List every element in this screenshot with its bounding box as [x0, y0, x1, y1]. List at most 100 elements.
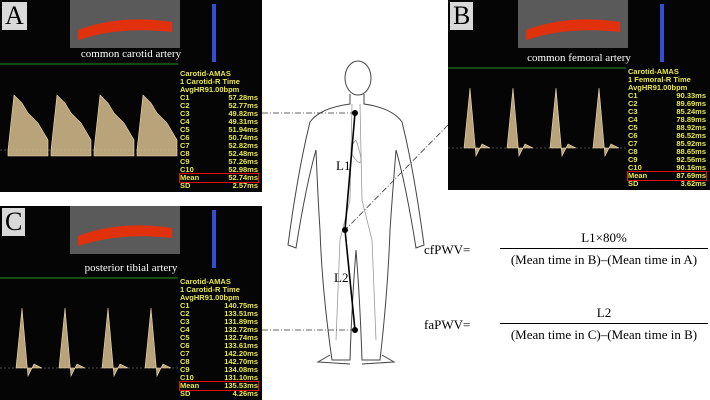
row-value: 140.75ms	[224, 301, 258, 310]
table-row: 1 Carotid-R Time	[180, 286, 258, 294]
row-value: 88.92ms	[676, 123, 706, 132]
row-label: SD	[180, 389, 191, 398]
row-label: C2	[180, 309, 190, 318]
row-label: C7	[628, 139, 638, 148]
color-bar	[212, 210, 216, 268]
table-row: C2 89.69ms	[628, 100, 706, 108]
row-label: Mean	[628, 171, 648, 180]
table-row: C1 140.75ms	[180, 302, 258, 310]
vessels	[335, 103, 377, 341]
header-text: 1 Femoral-R Time	[628, 75, 691, 84]
row-value: 131.10ms	[224, 373, 258, 382]
table-row: AvgHR91.00bpm	[180, 294, 258, 302]
l2-label: L2	[334, 270, 348, 285]
numerator: L2	[596, 305, 612, 320]
table-row: AvgHR91.00bpm	[180, 86, 258, 94]
formula-fraction: L1×80% (Mean time in B)–(Mean time in A)	[500, 230, 708, 268]
row-value: 49.82ms	[228, 109, 258, 118]
formula-fraction: L2 (Mean time in C)–(Mean time in B)	[500, 305, 708, 343]
row-value: 2.57ms	[232, 181, 258, 190]
row-label: Mean	[180, 381, 200, 390]
table-row: Mean 52.74ms	[179, 173, 259, 183]
table-row: SD 3.62ms	[628, 180, 706, 188]
table-row: C7 52.82ms	[180, 142, 258, 150]
guide-lines	[262, 112, 449, 331]
row-value: 133.61ms	[224, 341, 258, 350]
table-row: C5 132.74ms	[180, 334, 258, 342]
waveform	[463, 87, 620, 158]
table-row: Mean 87.69ms	[627, 171, 707, 181]
row-value: 57.28ms	[228, 93, 258, 102]
table-row: C10 52.98ms	[180, 166, 258, 174]
row-label: C5	[180, 333, 190, 342]
measurement-table: Carotid-AMAS 1 Femoral-R Time AvgHR91.00bp…	[627, 68, 707, 188]
point	[352, 110, 358, 116]
row-value: 52.82ms	[228, 141, 258, 150]
row-value: 90.16ms	[676, 163, 706, 172]
row-label: C3	[628, 107, 638, 116]
panel-letter: B	[450, 2, 474, 30]
table-row: Mean 135.53ms	[179, 381, 259, 391]
row-value: 49.31ms	[228, 117, 258, 126]
table-row: C7 142.20ms	[180, 350, 258, 358]
row-label: SD	[180, 181, 191, 190]
row-value: 142.70ms	[224, 357, 258, 366]
row-value: 134.08ms	[224, 365, 258, 374]
table-row: C8 52.48ms	[180, 150, 258, 158]
table-row: C7 85.92ms	[628, 140, 706, 148]
row-value: 92.56ms	[676, 155, 706, 164]
denominator: (Mean time in C)–(Mean time in B)	[510, 327, 698, 342]
header-text: 1 Carotid-R Time	[180, 285, 240, 294]
panel-letter: A	[2, 2, 27, 30]
l1-label: L1	[336, 158, 350, 173]
row-label: C4	[180, 325, 190, 334]
table-row: C1 57.28ms	[180, 94, 258, 102]
row-label: C6	[628, 131, 638, 140]
body-outline	[287, 60, 425, 365]
table-row: Carotid-AMAS	[628, 68, 706, 76]
color-flow	[78, 225, 172, 246]
row-label: C4	[180, 117, 190, 126]
waveform	[15, 307, 172, 378]
row-value: 52.98ms	[228, 165, 258, 174]
fraction-bar	[500, 323, 708, 324]
doppler-image	[0, 206, 216, 378]
row-value: 4.26ms	[232, 389, 258, 398]
row-label: C1	[628, 91, 638, 100]
table-row: 1 Carotid-R Time	[180, 78, 258, 86]
color-bar	[212, 4, 216, 62]
panel-caption: posterior tibial artery	[84, 262, 178, 274]
color-flow	[78, 19, 172, 40]
row-label: C6	[180, 133, 190, 142]
row-label: C10	[180, 373, 194, 382]
row-label: C2	[628, 99, 638, 108]
table-row: C6 133.61ms	[180, 342, 258, 350]
row-value: 3.62ms	[680, 179, 706, 188]
table-row: C9 57.26ms	[180, 158, 258, 166]
header-text: 1 Carotid-R Time	[180, 77, 240, 86]
table-row: Carotid-AMAS	[180, 278, 258, 286]
row-value: 90.33ms	[676, 91, 706, 100]
row-value: 131.89ms	[224, 317, 258, 326]
table-row: C2 52.77ms	[180, 102, 258, 110]
denominator: (Mean time in B)–(Mean time in A)	[510, 252, 698, 267]
table-row: C1 90.33ms	[628, 92, 706, 100]
header-text: Carotid-AMAS	[180, 69, 231, 78]
row-label: C6	[180, 341, 190, 350]
table-row: C4 49.31ms	[180, 118, 258, 126]
color-flow	[526, 19, 620, 40]
table-row: C4 132.72ms	[180, 326, 258, 334]
fraction-bar	[500, 248, 708, 249]
table-row: C6 86.52ms	[628, 132, 706, 140]
row-value: 51.94ms	[228, 125, 258, 134]
row-label: C9	[628, 155, 638, 164]
table-row: C9 92.56ms	[628, 156, 706, 164]
header-text: AvgHR91.00bpm	[180, 293, 240, 302]
row-value: 132.74ms	[224, 333, 258, 342]
formula-lhs: faPWV=	[424, 317, 471, 332]
header-text: AvgHR91.00bpm	[180, 85, 240, 94]
